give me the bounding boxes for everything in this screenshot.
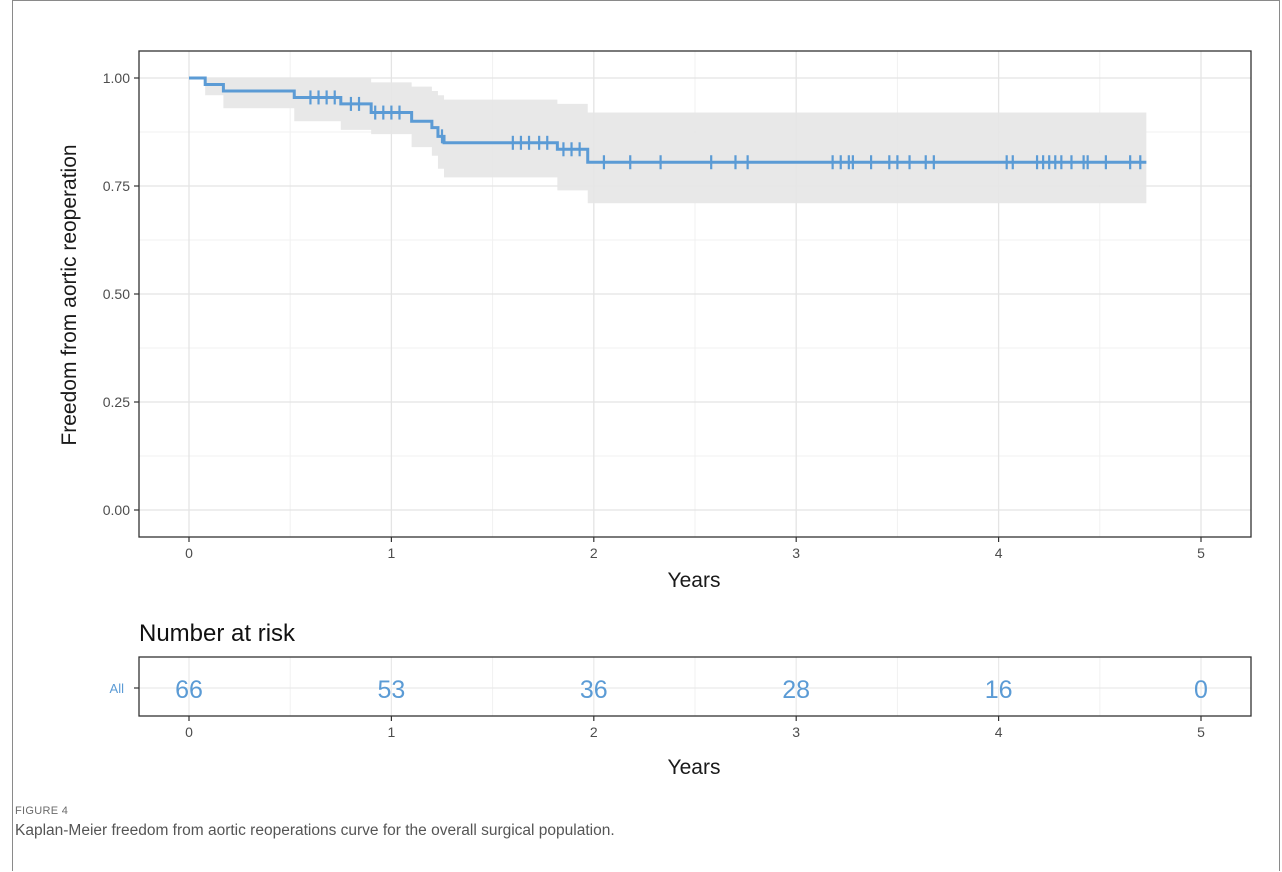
confidence-band (189, 78, 1147, 204)
risk-x-axis-label: Years (668, 756, 721, 779)
y-tick-label: 0.75 (103, 178, 130, 194)
x-tick-label: 1 (388, 545, 396, 561)
risk-x-tick-label: 1 (388, 724, 396, 740)
y-tick-label: 1.00 (103, 70, 130, 86)
y-tick-label: 0.25 (103, 394, 130, 410)
risk-table-title: Number at risk (139, 620, 296, 647)
figure-frame (12, 0, 1280, 871)
km-chart: 0.000.250.500.751.000 1 2 3 4 5 66 53 36 28 16 00 1… (58, 50, 1252, 779)
y-tick-label: 0.50 (103, 286, 130, 302)
risk-x-tick-label: 4 (995, 724, 1003, 740)
risk-count: 66 (175, 676, 203, 704)
y-axis-label: Freedom from aortic reoperation (58, 144, 81, 445)
x-tick-label: 4 (995, 545, 1003, 561)
y-tick-label: 0.00 (103, 502, 130, 518)
survival-plot-panel: 0.00 0.25 0.50 0.75 1.00 0 1 2 3 4 5 (103, 50, 1252, 561)
figure-caption: Kaplan-Meier freedom from aortic reopera… (15, 822, 615, 839)
risk-x-tick-label: 2 (590, 724, 598, 740)
risk-count: 36 (580, 676, 608, 704)
survival-curve (189, 76, 1147, 164)
x-axis-label: Years (668, 569, 721, 592)
risk-x-tick-label: 3 (792, 724, 800, 740)
x-tick-label: 5 (1197, 545, 1205, 561)
risk-count: 28 (782, 676, 810, 704)
risk-x-tick-label: 0 (185, 724, 193, 740)
risk-strata-label: All (110, 681, 125, 696)
risk-border (138, 656, 1252, 717)
x-tick-label: 0 (185, 545, 193, 561)
risk-table-panel: 66 53 36 28 16 0 0 1 2 3 4 5 (134, 656, 1252, 740)
x-tick-label: 3 (792, 545, 800, 561)
risk-x-tick-label: 5 (1197, 724, 1205, 740)
figure-label: FIGURE 4 (15, 805, 69, 817)
risk-count: 16 (985, 676, 1013, 704)
risk-count: 0 (1194, 676, 1208, 704)
risk-count: 53 (377, 676, 405, 704)
x-tick-label: 2 (590, 545, 598, 561)
